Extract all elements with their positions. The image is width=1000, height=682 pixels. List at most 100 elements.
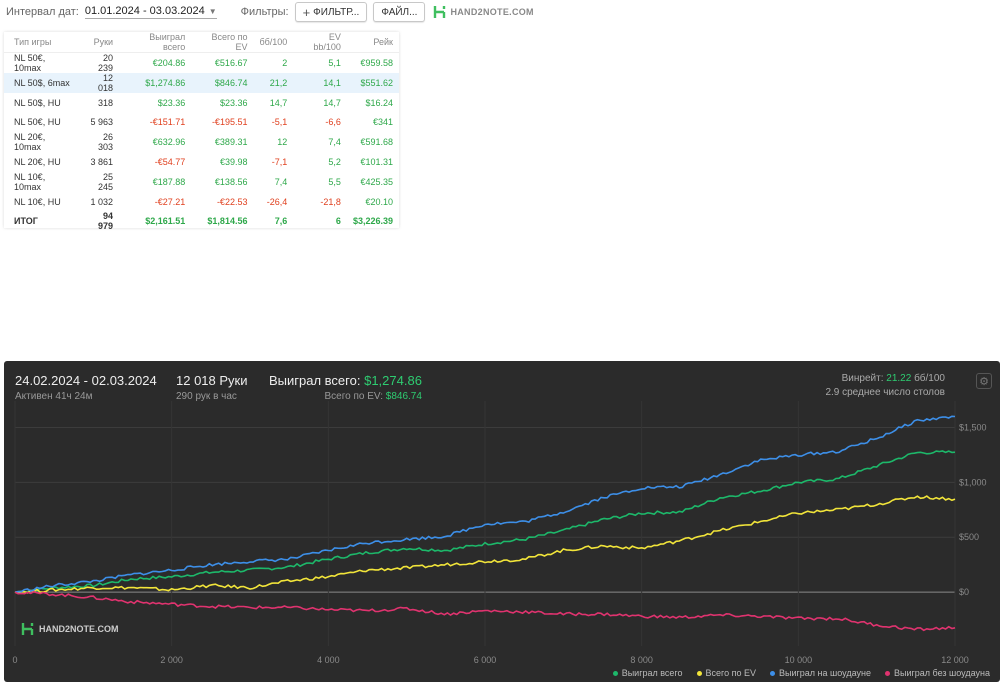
settings-gear-icon[interactable]: ⚙ <box>976 373 992 389</box>
plus-icon: + <box>302 4 311 20</box>
cell-bb100: -26,4 <box>266 196 288 207</box>
cell-won: -€27.21 <box>154 196 186 207</box>
top-toolbar: Интервал дат: 01.01.2024 - 03.03.2024 ▼ … <box>0 0 1000 24</box>
cell-rake: €959.58 <box>360 58 393 68</box>
file-button[interactable]: ФАЙЛ... <box>373 2 426 22</box>
legend-label: Всего по EV <box>705 668 757 678</box>
table-row[interactable]: NL 20€, 10max 26 303 €632.96 €389.31 12 7,4 €5… <box>4 132 399 152</box>
legend-item[interactable]: Выиграл всего <box>612 668 683 678</box>
cell-ev: $23.36 <box>219 97 248 108</box>
graph-won-label: Выиграл всего: <box>269 373 361 388</box>
date-range-value: 01.01.2024 - 03.03.2024 <box>84 5 205 17</box>
column-header-ev-bb100[interactable]: EV bb/100 <box>293 32 347 53</box>
table-row[interactable]: NL 10€, HU 1 032 -€27.21 -€22.53 -26,4 -21,8 €… <box>4 192 399 212</box>
cell-ev: €138.56 <box>214 176 248 187</box>
hand2note-logo: HAND2NOTE.COM <box>433 5 534 19</box>
legend-dot-icon <box>612 671 618 677</box>
graph-date-block: 24.02.2024 - 02.03.2024 Активен 41ч 24м <box>15 373 157 402</box>
x-tick-label: 0 <box>12 655 17 665</box>
cell-ev: -€195.51 <box>211 117 248 128</box>
winrate-unit: бб/100 <box>914 373 945 384</box>
legend-dot-icon <box>770 671 776 677</box>
add-filter-label: ФИЛЬТР... <box>313 6 360 18</box>
cell-game-type: NL 10€, HU <box>14 196 61 207</box>
cell-hands: 5 963 <box>90 117 114 128</box>
cell-game-type: NL 50€, 10max <box>14 53 46 73</box>
graph-ev-value: $846.74 <box>385 391 422 402</box>
cell-rake: €101.31 <box>360 156 393 167</box>
legend-label: Выиграл на шоудауне <box>779 668 871 678</box>
cell-rake: €425.35 <box>360 176 393 187</box>
column-header-won[interactable]: Выиграл всего <box>119 32 192 53</box>
logo-text: HAND2NOTE.COM <box>450 7 534 17</box>
total-hands: 94 979 <box>98 211 114 232</box>
cell-won: $1,274.86 <box>119 73 192 93</box>
table-row[interactable]: NL 50€, HU 5 963 -€151.71 -€195.51 -5,1 -6,6 €… <box>4 113 399 133</box>
cell-hands: 25 245 <box>98 171 114 192</box>
cell-bb100: -5,1 <box>271 117 288 128</box>
cell-ev-bb100: 5,1 <box>328 58 341 68</box>
add-filter-button[interactable]: + ФИЛЬТР... <box>294 2 368 22</box>
cell-rake: $551.62 <box>346 73 399 93</box>
cell-rake: $16.24 <box>365 97 393 108</box>
graph-date-range: 24.02.2024 - 02.03.2024 <box>15 373 157 388</box>
table-row[interactable]: NL 50$, HU 318 $23.36 $23.36 14,7 14,7 $16.24 <box>4 93 399 113</box>
graph-won-value: $1,274.86 <box>364 373 422 388</box>
column-header-game-type[interactable]: Тип игры <box>4 32 80 53</box>
filters-label: Фильтры: <box>240 6 289 18</box>
y-tick-label: $1,500 <box>959 422 987 432</box>
cell-bb100: 21,2 <box>253 73 294 93</box>
cell-hands: 318 <box>98 97 114 108</box>
cell-ev-bb100: 14,1 <box>293 73 347 93</box>
chevron-down-icon: ▼ <box>208 6 217 16</box>
legend-item[interactable]: Всего по EV <box>696 668 757 678</box>
file-button-label: ФАЙЛ... <box>381 6 418 18</box>
interval-label: Интервал дат: <box>6 6 79 18</box>
column-header-hands[interactable]: Руки <box>79 32 120 53</box>
cell-game-type: NL 50$, HU <box>14 97 61 108</box>
date-range-picker[interactable]: 01.01.2024 - 03.03.2024 ▼ <box>84 5 217 19</box>
total-label: ИТОГ <box>14 216 38 227</box>
cell-game-type: NL 10€, 10max <box>14 171 46 192</box>
graph-watermark: HAND2NOTE.COM <box>21 622 119 636</box>
y-tick-label: $500 <box>959 532 979 542</box>
legend-dot-icon <box>885 671 890 677</box>
winrate-label: Винрейт: <box>841 373 884 384</box>
hand2note-logo-icon <box>434 6 446 18</box>
legend-item[interactable]: Выиграл на шоудауне <box>770 668 871 678</box>
cell-hands: 12 018 <box>79 73 120 93</box>
graph-hands-per-hour: 290 рук в час <box>176 391 237 402</box>
cell-game-type: NL 20€, HU <box>14 156 61 167</box>
table-row[interactable]: NL 50$, 6max 12 018 $1,274.86 $846.74 21,2 14… <box>4 73 399 93</box>
profit-line-chart: $0 $500 $1,000 $1,500 0 2 000 4 000 6 000 8 000 1… <box>12 401 987 665</box>
table-row[interactable]: NL 20€, HU 3 861 -€54.77 €39.98 -7,1 5,2 €101.… <box>4 152 399 172</box>
column-header-bb100[interactable]: бб/100 <box>253 32 294 53</box>
cell-won: €632.96 <box>152 137 186 148</box>
cell-ev: $846.74 <box>191 73 254 93</box>
total-rake: $3,226.39 <box>352 216 393 227</box>
table-row[interactable]: NL 10€, 10max 25 245 €187.88 €138.56 7,4 5,5 €… <box>4 172 399 192</box>
table-header-row: Тип игры Руки Выиграл всего Всего по EV … <box>4 32 399 53</box>
x-tick-label: 12 000 <box>941 655 969 665</box>
graph-winrate-block: Винрейт: 21.22 бб/100 2.9 среднее число … <box>825 373 945 398</box>
series-line <box>14 590 956 632</box>
cell-ev-bb100: -21,8 <box>320 196 341 207</box>
cell-ev-bb100: 14,7 <box>323 97 341 108</box>
table-row[interactable]: NL 50€, 10max 20 239 €204.86 €516.67 2 5,1 €95… <box>4 53 399 73</box>
column-header-rake[interactable]: Рейк <box>346 32 399 53</box>
game-stats-table-card: Тип игры Руки Выиграл всего Всего по EV … <box>4 32 399 231</box>
cell-ev-bb100: 5,5 <box>328 176 341 187</box>
cell-bb100: -7,1 <box>271 156 288 167</box>
cell-won: -€54.77 <box>154 156 186 167</box>
tables-average: 2.9 среднее число столов <box>825 387 945 398</box>
cell-bb100: 14,7 <box>269 97 288 108</box>
cell-won: €204.86 <box>152 58 186 68</box>
x-tick-label: 2 000 <box>160 655 183 665</box>
legend-item[interactable]: Выиграл без шоудауна <box>885 668 990 678</box>
graph-winnings-block: Выиграл всего: $1,274.86 Всего по EV: $8… <box>269 373 422 402</box>
cell-hands: 26 303 <box>98 132 114 153</box>
column-header-ev[interactable]: Всего по EV <box>191 32 254 53</box>
total-bb100: 7,6 <box>274 216 288 227</box>
table-total-row: ИТОГ 94 979 $2,161.51 $1,814.56 7,6 6 $3,226.3… <box>4 211 399 231</box>
legend-dot-icon <box>696 671 702 677</box>
